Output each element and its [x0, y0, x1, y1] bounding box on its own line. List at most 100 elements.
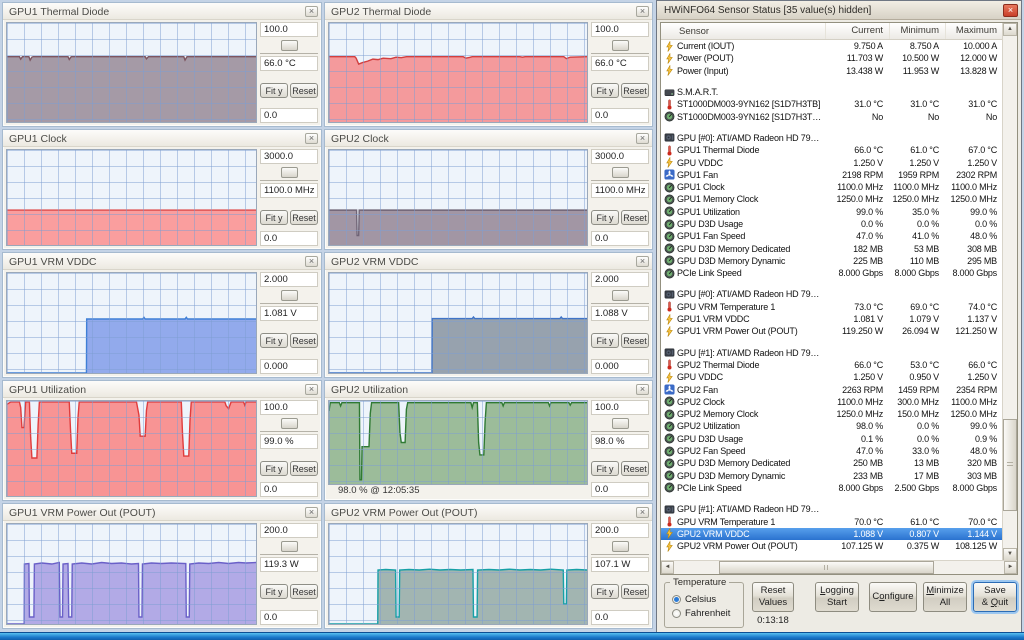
graph-scale-button[interactable]: [611, 541, 629, 552]
graph-scale-button[interactable]: [611, 418, 629, 429]
close-icon[interactable]: ×: [1003, 3, 1018, 17]
radio-selected-icon[interactable]: [672, 595, 681, 604]
reset-button[interactable]: Reset: [290, 461, 318, 476]
graph-titlebar[interactable]: GPU1 Utilization ×: [3, 381, 321, 398]
reset-button[interactable]: Reset: [290, 210, 318, 225]
table-row[interactable]: PCIe Link Speed 8.000 Gbps 8.000 Gbps 8.000…: [661, 267, 1003, 279]
table-row[interactable]: Power (POUT) 11.703 W 10.500 W 12.000 W: [661, 52, 1003, 64]
table-row[interactable]: GPU1 Utilization 99.0 % 35.0 % 99.0 %: [661, 206, 1003, 218]
radio-unselected-icon[interactable]: [672, 609, 681, 618]
table-row[interactable]: GPU2 VRM VDDC 1.088 V 0.807 V 1.144 V: [661, 527, 1003, 540]
fahrenheit-radio[interactable]: Fahrenheit: [672, 608, 730, 619]
close-icon[interactable]: ×: [305, 507, 318, 518]
fit-y-button[interactable]: Fit y: [260, 333, 288, 348]
table-row[interactable]: PCIe Link Speed 8.000 Gbps 2.500 Gbps 8.000…: [661, 482, 1003, 494]
close-icon[interactable]: ×: [636, 507, 649, 518]
table-row[interactable]: GPU1 VRM Power Out (POUT) 119.250 W 26.094…: [661, 325, 1003, 337]
reset-button[interactable]: Reset: [290, 584, 318, 599]
fit-y-button[interactable]: Fit y: [591, 83, 619, 98]
graph-titlebar[interactable]: GPU2 VRM VDDC ×: [325, 253, 652, 270]
reset-button[interactable]: Reset: [290, 83, 318, 98]
close-icon[interactable]: ×: [305, 6, 318, 17]
reset-button[interactable]: Reset: [621, 584, 649, 599]
table-row[interactable]: GPU [#0]: ATI/AMD Radeon HD 7950: ...: [661, 132, 1003, 144]
table-row[interactable]: GPU [#0]: ATI/AMD Radeon HD 7950: ...: [661, 288, 1003, 300]
table-row[interactable]: GPU [#1]: ATI/AMD Radeon HD 7950: ...: [661, 347, 1003, 359]
table-row[interactable]: GPU1 Clock 1100.0 MHz 1100.0 MHz 1100.0 MHz: [661, 181, 1003, 193]
scroll-right-icon[interactable]: ►: [1004, 561, 1017, 574]
table-row[interactable]: GPU D3D Usage 0.1 % 0.0 % 0.9 %: [661, 433, 1003, 445]
graph-titlebar[interactable]: GPU2 Clock ×: [325, 130, 652, 147]
vertical-scroll-thumb[interactable]: [1003, 419, 1017, 511]
table-row[interactable]: GPU2 Thermal Diode 66.0 °C 53.0 °C 66.0 °C: [661, 359, 1003, 371]
graph-scale-button[interactable]: [280, 418, 298, 429]
graph-scale-button[interactable]: [611, 40, 629, 51]
table-row[interactable]: GPU D3D Usage 0.0 % 0.0 % 0.0 %: [661, 218, 1003, 230]
reset-button[interactable]: Reset: [621, 333, 649, 348]
graph-titlebar[interactable]: GPU1 VRM Power Out (POUT) ×: [3, 504, 321, 521]
taskbar[interactable]: [0, 632, 1024, 640]
table-row[interactable]: GPU1 Fan Speed 47.0 % 41.0 % 48.0 %: [661, 230, 1003, 242]
close-icon[interactable]: ×: [636, 384, 649, 395]
graph-scale-button[interactable]: [280, 290, 298, 301]
header-sensor[interactable]: Sensor: [679, 25, 710, 37]
header-minimum[interactable]: Minimum: [889, 23, 945, 39]
table-row[interactable]: GPU2 Memory Clock 1250.0 MHz 150.0 MHz 1250…: [661, 408, 1003, 420]
table-row[interactable]: GPU1 Memory Clock 1250.0 MHz 1250.0 MHz 125…: [661, 193, 1003, 205]
fit-y-button[interactable]: Fit y: [260, 83, 288, 98]
configure-button[interactable]: Configure: [869, 582, 917, 612]
logging-start-button[interactable]: Logging Start: [815, 582, 859, 612]
table-row[interactable]: Power (Input) 13.438 W 11.953 W 13.828 W: [661, 64, 1003, 77]
minimize-all-button[interactable]: Minimize All: [923, 582, 967, 612]
table-row[interactable]: S.M.A.R.T.: [661, 86, 1003, 98]
table-header[interactable]: Sensor Current Minimum Maximum: [661, 23, 1003, 40]
table-row[interactable]: ST1000DM003-9YN162 [S1D7H3TB] 31.0 °C 31.0…: [661, 98, 1003, 110]
table-row[interactable]: GPU2 Utilization 98.0 % 0.0 % 99.0 %: [661, 420, 1003, 432]
table-row[interactable]: GPU2 Clock 1100.0 MHz 300.0 MHz 1100.0 MHz: [661, 396, 1003, 408]
scroll-left-icon[interactable]: ◄: [661, 561, 674, 574]
header-current[interactable]: Current: [825, 23, 889, 39]
table-row[interactable]: Current (IOUT) 9.750 A 8.750 A 10.000 A: [661, 40, 1003, 52]
celsius-radio[interactable]: Celsius: [672, 594, 716, 605]
vertical-scrollbar[interactable]: ▲ ▼: [1002, 23, 1017, 561]
scroll-up-icon[interactable]: ▲: [1003, 23, 1017, 36]
close-icon[interactable]: ×: [636, 6, 649, 17]
fit-y-button[interactable]: Fit y: [591, 210, 619, 225]
close-icon[interactable]: ×: [305, 256, 318, 267]
table-row[interactable]: GPU D3D Memory Dynamic 225 MB 110 MB 295 MB: [661, 255, 1003, 267]
table-row[interactable]: GPU D3D Memory Dedicated 250 MB 13 MB 320 M…: [661, 457, 1003, 469]
graph-scale-button[interactable]: [280, 541, 298, 552]
graph-scale-button[interactable]: [280, 40, 298, 51]
table-row[interactable]: GPU1 Thermal Diode 66.0 °C 61.0 °C 67.0 °C: [661, 144, 1003, 156]
reset-button[interactable]: Reset: [621, 83, 649, 98]
fit-y-button[interactable]: Fit y: [260, 210, 288, 225]
table-row[interactable]: GPU1 Fan 2198 RPM 1959 RPM 2302 RPM: [661, 169, 1003, 181]
header-maximum[interactable]: Maximum: [945, 23, 1003, 39]
fit-y-button[interactable]: Fit y: [591, 333, 619, 348]
graph-scale-button[interactable]: [611, 290, 629, 301]
table-row[interactable]: GPU VRM Temperature 1 73.0 °C 69.0 °C 74.0 …: [661, 301, 1003, 313]
graph-scale-button[interactable]: [611, 167, 629, 178]
sensor-window-titlebar[interactable]: HWiNFO64 Sensor Status [35 value(s) hidd…: [657, 1, 1021, 20]
graph-titlebar[interactable]: GPU1 Clock ×: [3, 130, 321, 147]
table-row[interactable]: ST1000DM003-9YN162 [S1D7H3TB] Dri... No No…: [661, 110, 1003, 122]
graph-titlebar[interactable]: GPU2 Thermal Diode ×: [325, 3, 652, 20]
horizontal-scroll-thumb[interactable]: [719, 561, 934, 574]
close-icon[interactable]: ×: [636, 256, 649, 267]
table-row[interactable]: GPU2 Fan Speed 47.0 % 33.0 % 48.0 %: [661, 445, 1003, 457]
graph-titlebar[interactable]: GPU1 Thermal Diode ×: [3, 3, 321, 20]
reset-values-button[interactable]: Reset Values: [752, 582, 794, 612]
fit-y-button[interactable]: Fit y: [591, 461, 619, 476]
fit-y-button[interactable]: Fit y: [260, 461, 288, 476]
table-row[interactable]: GPU1 VRM VDDC 1.081 V 1.079 V 1.137 V: [661, 313, 1003, 325]
close-icon[interactable]: ×: [305, 133, 318, 144]
table-row[interactable]: GPU D3D Memory Dedicated 182 MB 53 MB 308 M…: [661, 242, 1003, 254]
table-row[interactable]: GPU VDDC 1.250 V 1.250 V 1.250 V: [661, 156, 1003, 168]
graph-scale-button[interactable]: [280, 167, 298, 178]
fit-y-button[interactable]: Fit y: [591, 584, 619, 599]
horizontal-scrollbar[interactable]: ◄ ►: [661, 560, 1017, 574]
fit-y-button[interactable]: Fit y: [260, 584, 288, 599]
table-row[interactable]: GPU [#1]: ATI/AMD Radeon HD 7950: ...: [661, 503, 1003, 515]
reset-button[interactable]: Reset: [621, 461, 649, 476]
table-row[interactable]: GPU2 VRM Power Out (POUT) 107.125 W 0.375 …: [661, 540, 1003, 552]
